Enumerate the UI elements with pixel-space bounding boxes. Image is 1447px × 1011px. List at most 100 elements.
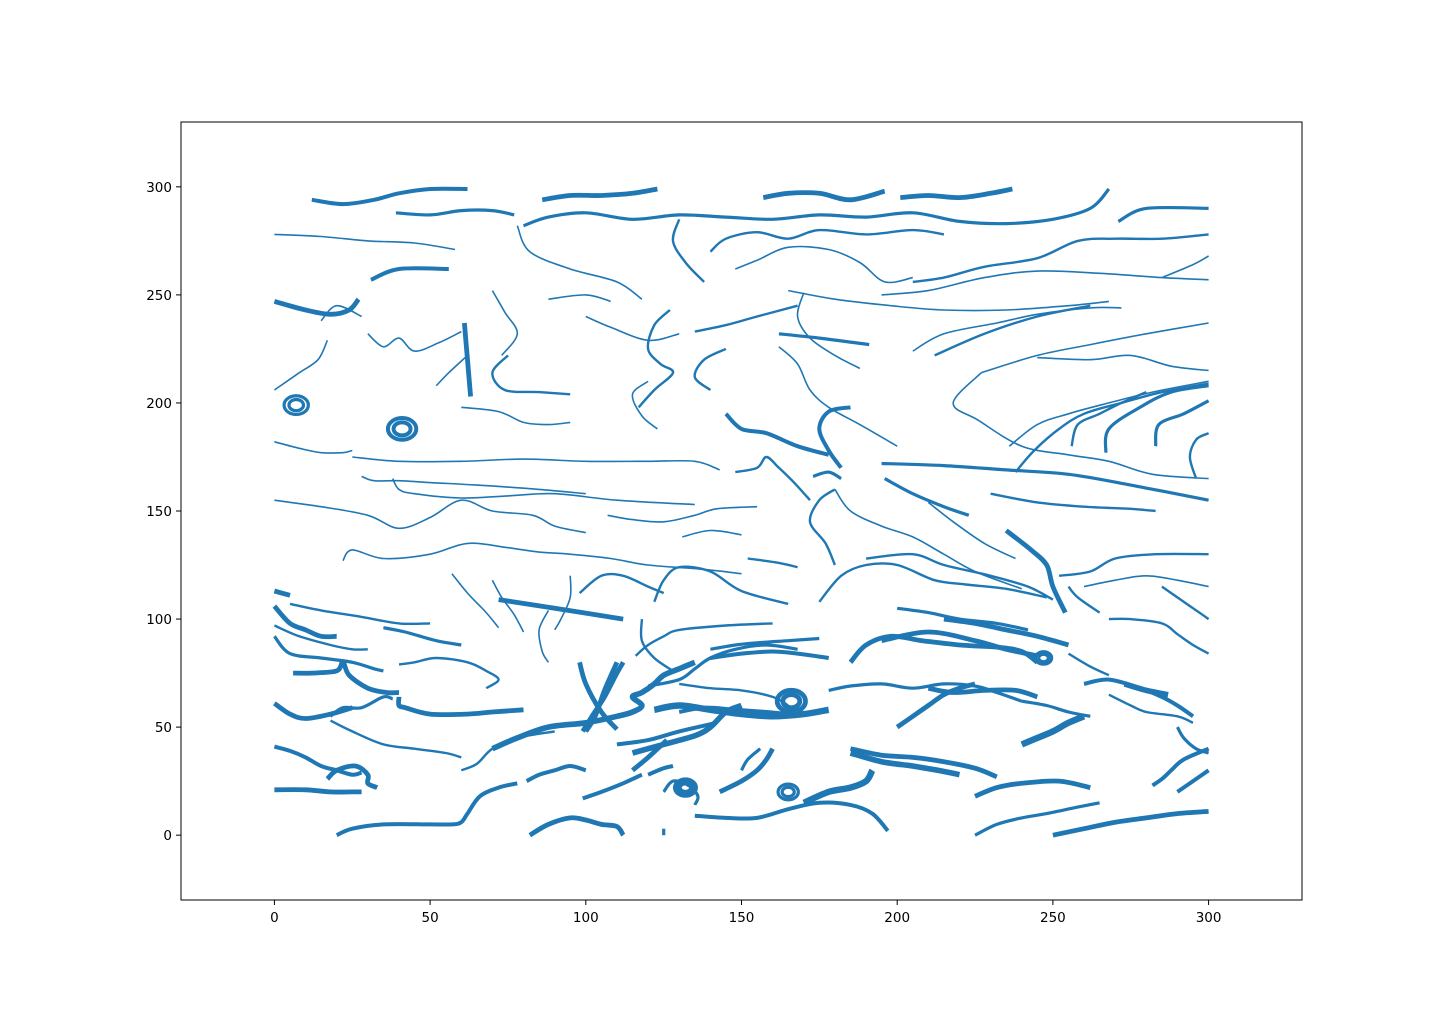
streamline-111	[582, 772, 643, 801]
streamline-105	[653, 702, 830, 720]
streamline-43	[352, 456, 720, 471]
streamline-64	[883, 477, 970, 517]
streamline-118	[802, 768, 876, 806]
streamline-89	[329, 719, 462, 759]
streamline-51	[812, 470, 842, 481]
streamline-47	[391, 478, 695, 506]
streamline-119	[849, 746, 998, 780]
streamline-3	[762, 188, 886, 203]
streamline-53	[834, 488, 1023, 590]
streamline-141	[1067, 652, 1110, 677]
streamline-29	[491, 290, 519, 356]
streamline-110	[647, 764, 674, 777]
streamline-20	[934, 304, 1091, 357]
streamline-108	[616, 720, 718, 747]
streamline-46	[342, 542, 742, 575]
streamline-28	[435, 354, 469, 387]
streamline-90	[273, 744, 363, 777]
streamline-68	[1004, 528, 1068, 614]
streamline-74	[538, 610, 550, 663]
y-tick-label: 250	[146, 288, 172, 304]
streamline-10	[516, 225, 643, 300]
streamline-92	[274, 787, 362, 795]
streamline-104	[679, 682, 789, 707]
streamline-97	[577, 661, 619, 731]
vortex-spiral-1-0	[385, 415, 419, 442]
streamline-122	[828, 682, 1023, 703]
streamline-0	[311, 186, 468, 207]
streamline-33	[585, 315, 680, 342]
streamline-1	[395, 208, 515, 217]
streamline-31	[461, 406, 571, 426]
vortex-spiral-3-0	[672, 777, 698, 798]
streamline-14	[734, 245, 913, 284]
vortex-spiral-2-1	[780, 692, 803, 711]
vortex-spiral-4-0	[776, 782, 800, 802]
streamline-81	[273, 624, 368, 651]
streamline-21	[981, 322, 1209, 374]
streamline-79	[289, 602, 431, 626]
streamline-103	[710, 649, 830, 660]
streamline-12	[671, 218, 705, 283]
streamline-34	[631, 380, 658, 430]
streamline-67	[865, 552, 1054, 601]
streamline-22	[1037, 354, 1209, 372]
streamline-102	[710, 636, 820, 651]
streamline-131	[974, 801, 1100, 837]
streamline-56	[1008, 380, 1209, 447]
streamline-117	[740, 747, 762, 772]
streamline-85	[293, 659, 400, 696]
streamline-132	[1052, 809, 1209, 838]
streamline-84	[398, 656, 500, 690]
streamline-140	[1176, 726, 1210, 755]
streamline-95	[460, 730, 555, 772]
x-tick-label: 250	[1040, 910, 1066, 926]
streamline-5	[522, 187, 1111, 228]
streamline-123	[927, 685, 1039, 700]
streamline-86	[272, 701, 353, 721]
streamline-88	[396, 696, 524, 718]
streamline-83	[383, 626, 462, 647]
x-axis: 0 50 100 150 200 250 300	[270, 900, 1221, 926]
streamline-16	[881, 270, 1209, 296]
streamline-6	[1117, 205, 1209, 223]
streamline-136	[1123, 681, 1169, 698]
streamline-25	[320, 304, 362, 322]
streamline-19	[912, 306, 1122, 352]
y-tick-label: 150	[146, 504, 172, 520]
streamline-139	[1108, 693, 1194, 724]
streamline-128	[1020, 713, 1086, 748]
streamline-96	[491, 659, 696, 752]
streamline-114	[694, 800, 890, 833]
vortex-spiral-3-1	[676, 780, 694, 795]
streamline-26	[367, 330, 462, 352]
streamline-30	[491, 354, 571, 396]
x-tick-label: 0	[270, 910, 279, 926]
streamline-61	[1188, 432, 1210, 479]
streamline-78	[273, 588, 291, 598]
streamline-127	[896, 606, 1029, 632]
x-tick-label: 150	[729, 910, 755, 926]
streamline-130	[974, 778, 1091, 799]
streamline-80	[272, 604, 337, 640]
streamline-42	[274, 441, 353, 454]
streamline-126	[943, 616, 1070, 648]
streamline-142	[1067, 585, 1101, 614]
streamline-137	[1108, 617, 1210, 655]
vortex-spiral-5-1	[1037, 652, 1051, 664]
streamline-45	[274, 499, 586, 534]
streamline-77	[639, 619, 674, 672]
streamline-75	[554, 575, 572, 631]
streamline-11	[548, 294, 611, 303]
streamline-82	[273, 635, 384, 673]
streamline-23	[952, 372, 1209, 480]
streamline-60	[1154, 399, 1210, 447]
streamline-2	[541, 186, 658, 203]
streamline-27	[462, 322, 473, 397]
streamline-18	[1161, 255, 1209, 279]
streamline-66	[818, 562, 1047, 603]
vortex-spiral-2-0	[774, 687, 808, 715]
streamline-52	[808, 488, 837, 566]
streamline-76	[653, 565, 789, 606]
